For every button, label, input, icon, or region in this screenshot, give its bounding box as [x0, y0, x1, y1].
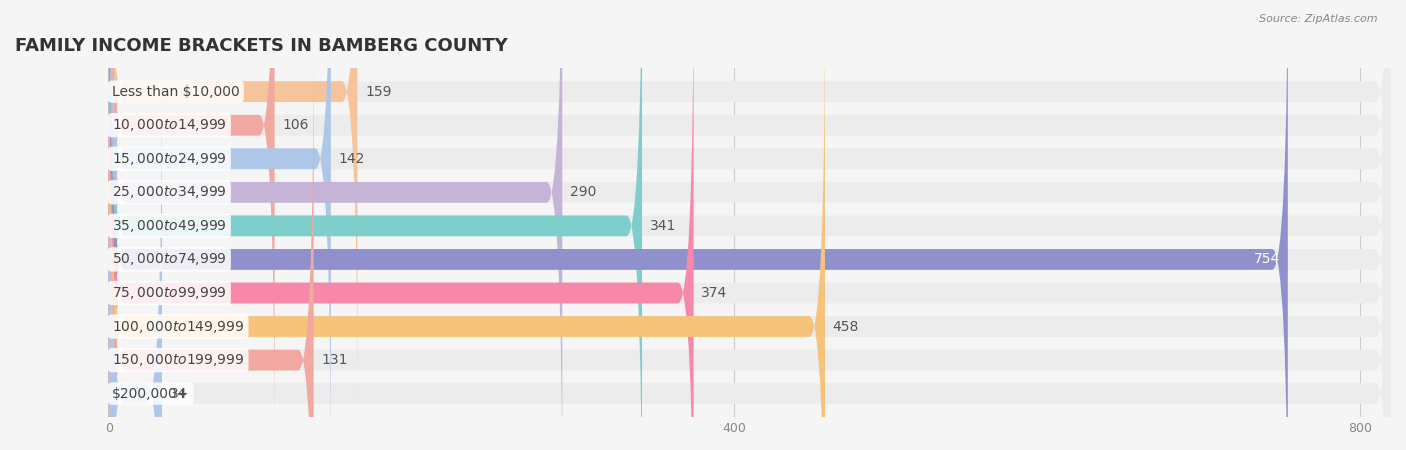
- FancyBboxPatch shape: [108, 68, 162, 450]
- Text: 341: 341: [650, 219, 676, 233]
- FancyBboxPatch shape: [108, 1, 1391, 450]
- FancyBboxPatch shape: [108, 0, 1288, 450]
- Text: Source: ZipAtlas.com: Source: ZipAtlas.com: [1260, 14, 1378, 23]
- FancyBboxPatch shape: [108, 0, 357, 417]
- FancyBboxPatch shape: [108, 1, 825, 450]
- Text: $10,000 to $14,999: $10,000 to $14,999: [112, 117, 226, 133]
- Text: FAMILY INCOME BRACKETS IN BAMBERG COUNTY: FAMILY INCOME BRACKETS IN BAMBERG COUNTY: [15, 37, 508, 55]
- Text: $150,000 to $199,999: $150,000 to $199,999: [112, 352, 245, 368]
- Text: $100,000 to $149,999: $100,000 to $149,999: [112, 319, 245, 334]
- Text: $75,000 to $99,999: $75,000 to $99,999: [112, 285, 226, 301]
- FancyBboxPatch shape: [108, 35, 314, 450]
- FancyBboxPatch shape: [108, 0, 330, 450]
- FancyBboxPatch shape: [108, 0, 1391, 450]
- Text: $50,000 to $74,999: $50,000 to $74,999: [112, 252, 226, 267]
- Text: 754: 754: [1254, 252, 1279, 266]
- FancyBboxPatch shape: [108, 0, 1391, 450]
- FancyBboxPatch shape: [108, 35, 1391, 450]
- FancyBboxPatch shape: [108, 0, 693, 450]
- FancyBboxPatch shape: [108, 0, 643, 450]
- Text: 106: 106: [283, 118, 309, 132]
- Text: 290: 290: [569, 185, 596, 199]
- FancyBboxPatch shape: [108, 0, 1391, 450]
- Text: 34: 34: [170, 387, 187, 400]
- Text: $15,000 to $24,999: $15,000 to $24,999: [112, 151, 226, 167]
- Text: $35,000 to $49,999: $35,000 to $49,999: [112, 218, 226, 234]
- Text: 458: 458: [832, 320, 859, 333]
- FancyBboxPatch shape: [108, 0, 1391, 450]
- FancyBboxPatch shape: [108, 0, 562, 450]
- FancyBboxPatch shape: [108, 0, 1391, 450]
- FancyBboxPatch shape: [108, 68, 1391, 450]
- FancyBboxPatch shape: [108, 0, 274, 450]
- Text: 142: 142: [339, 152, 366, 166]
- FancyBboxPatch shape: [108, 0, 1391, 417]
- Text: 374: 374: [702, 286, 728, 300]
- Text: $25,000 to $34,999: $25,000 to $34,999: [112, 184, 226, 200]
- Text: 131: 131: [322, 353, 347, 367]
- Text: $200,000+: $200,000+: [112, 387, 190, 400]
- Text: 159: 159: [366, 85, 392, 99]
- Text: Less than $10,000: Less than $10,000: [112, 85, 239, 99]
- FancyBboxPatch shape: [108, 0, 1391, 450]
